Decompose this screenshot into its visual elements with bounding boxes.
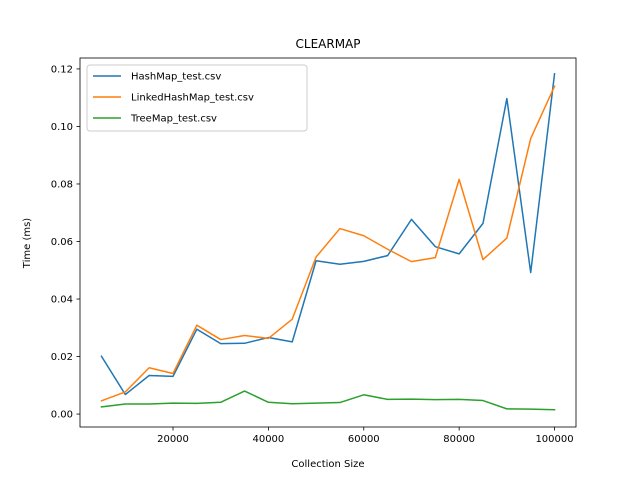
series-line-2 — [100, 390, 556, 411]
x-axis-title: Collection Size — [291, 459, 364, 470]
y-axis-title: Time (ms) — [22, 218, 33, 270]
legend-box — [86, 64, 308, 132]
x-tick-label: 80000 — [443, 434, 475, 445]
y-axis: 0.00 0.02 0.04 0.06 0.08 0.10 0.12 — [51, 64, 80, 421]
y-tick-label: 0.10 — [51, 122, 73, 133]
series-line-0 — [100, 72, 556, 396]
plot-area — [100, 72, 556, 411]
y-tick-label: 0.02 — [51, 352, 73, 363]
axes-frame — [79, 57, 577, 428]
y-tick-label: 0.08 — [51, 179, 73, 190]
chart-title: CLEARMAP — [296, 37, 361, 51]
y-tick-label: 0.04 — [51, 295, 73, 306]
series-line-1 — [100, 85, 556, 402]
x-tick-label: 60000 — [348, 434, 380, 445]
x-tick-label: 100000 — [535, 434, 573, 445]
x-tick-label: 20000 — [157, 434, 189, 445]
x-axis: 20000 40000 60000 80000 100000 — [157, 427, 574, 445]
legend-label-0: HashMap_test.csv — [131, 72, 221, 83]
legend: HashMap_test.csv LinkedHashMap_test.csv Tr… — [86, 64, 308, 132]
legend-label-2: TreeMap_test.csv — [130, 114, 217, 125]
y-tick-label: 0.06 — [51, 237, 73, 248]
y-tick-label: 0.12 — [51, 64, 73, 75]
y-tick-label: 0.00 — [51, 410, 73, 421]
legend-label-1: LinkedHashMap_test.csv — [131, 93, 254, 104]
x-tick-label: 40000 — [252, 434, 284, 445]
